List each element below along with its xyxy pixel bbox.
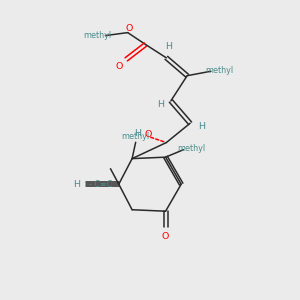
Text: methyl: methyl xyxy=(83,31,111,40)
Text: O: O xyxy=(115,62,122,71)
Text: methyl: methyl xyxy=(205,66,233,75)
Text: H: H xyxy=(199,122,206,131)
Text: - C≡C: - C≡C xyxy=(89,180,112,189)
Text: O: O xyxy=(125,24,133,33)
Text: O: O xyxy=(144,130,152,139)
Text: H: H xyxy=(73,180,80,189)
Text: methyl: methyl xyxy=(122,132,150,141)
Text: methyl: methyl xyxy=(177,144,205,153)
Text: H: H xyxy=(157,100,164,109)
Text: O: O xyxy=(162,232,169,241)
Text: H: H xyxy=(165,42,172,51)
Text: H: H xyxy=(134,129,141,138)
